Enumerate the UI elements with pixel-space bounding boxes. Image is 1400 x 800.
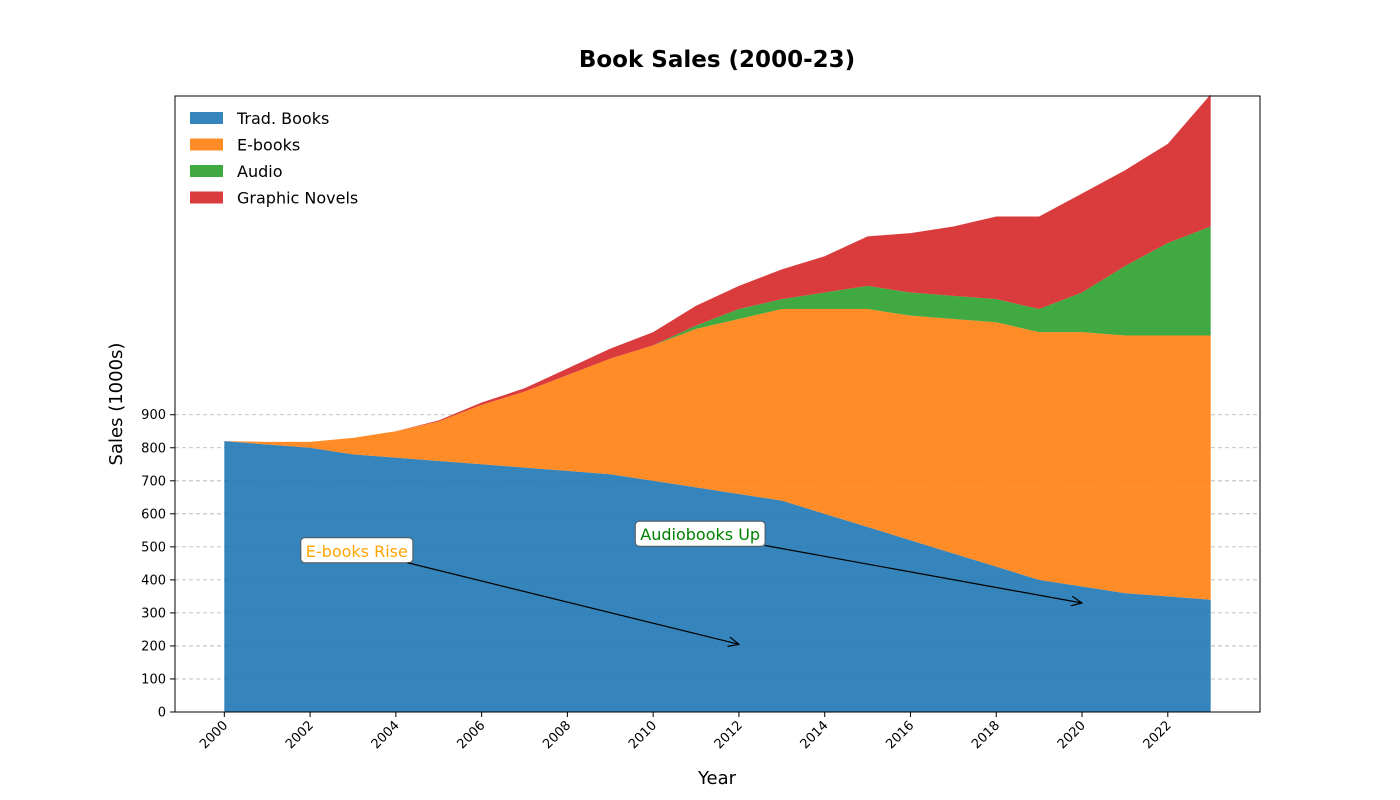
x-tick-label-2002: 2002 — [283, 718, 317, 752]
area-series-trad-books — [224, 441, 1211, 712]
legend-swatch-trad-books — [190, 112, 223, 124]
x-tick-label-2008: 2008 — [540, 718, 574, 752]
legend-swatch-audio — [190, 165, 223, 177]
y-axis-label: Sales (1000s) — [106, 343, 127, 466]
y-tick-label-400: 400 — [141, 573, 166, 588]
y-tick-label-0: 0 — [158, 706, 166, 721]
y-tick-label-800: 800 — [141, 441, 166, 456]
chart-title: Book Sales (2000-23) — [579, 47, 855, 73]
x-tick-label-2016: 2016 — [883, 718, 917, 752]
y-tick-label-500: 500 — [141, 540, 166, 555]
annotation-audiobooks-up: Audiobooks Up — [634, 520, 1082, 603]
legend-label-audio: Audio — [237, 162, 282, 181]
legend: Trad. Books E-books Audio Graphic Novels — [190, 109, 358, 208]
x-tick-label-2004: 2004 — [369, 718, 403, 752]
annotation-text-audiobooks-up: Audiobooks Up — [640, 525, 760, 544]
x-tick-label-2018: 2018 — [969, 718, 1003, 752]
area-series-graphic-novels — [224, 94, 1211, 442]
annotation-box-audiobooks-up — [634, 520, 766, 547]
legend-label-e-books: E-books — [237, 136, 300, 155]
x-axis-label: Year — [697, 768, 737, 789]
y-tick-label-300: 300 — [141, 606, 166, 621]
y-tick-label-600: 600 — [141, 507, 166, 522]
x-tick-label-2000: 2000 — [197, 718, 231, 752]
area-series-layer — [224, 94, 1211, 712]
x-tick-label-2014: 2014 — [798, 718, 832, 752]
plot-frame — [174, 95, 1261, 713]
annotation-arrow-e-books-rise — [407, 562, 739, 645]
y-tick-label-900: 900 — [141, 408, 166, 423]
y-tick-label-100: 100 — [141, 672, 166, 687]
x-tick-label-2020: 2020 — [1055, 718, 1089, 752]
x-tick-label-2022: 2022 — [1141, 718, 1175, 752]
area-series-e-books — [224, 309, 1211, 600]
y-tick-label-700: 700 — [141, 474, 166, 489]
legend-swatch-e-books — [190, 138, 223, 151]
legend-label-graphic-novels: Graphic Novels — [237, 189, 358, 208]
y-tick-label-200: 200 — [141, 639, 166, 654]
legend-swatch-graphic-novels — [190, 191, 223, 204]
annotation-box-e-books-rise — [300, 537, 414, 564]
x-tick-label-2006: 2006 — [454, 718, 488, 752]
x-tick-label-2012: 2012 — [712, 718, 746, 752]
legend-label-trad-books: Trad. Books — [236, 109, 329, 128]
annotations: E-books Rise Audiobooks Up — [300, 520, 1082, 645]
annotation-text-e-books-rise: E-books Rise — [306, 542, 408, 561]
x-tick-label-2010: 2010 — [626, 718, 660, 752]
annotation-e-books-rise: E-books Rise — [300, 537, 739, 645]
annotation-arrow-audiobooks-up — [764, 544, 1082, 603]
